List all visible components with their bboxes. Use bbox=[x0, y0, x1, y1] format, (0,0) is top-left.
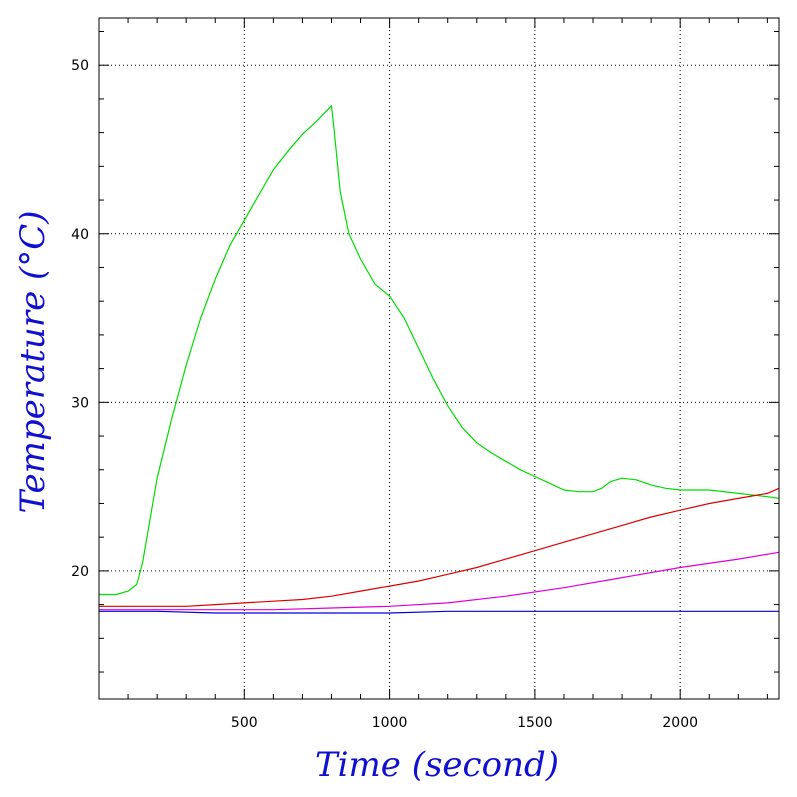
series-line-4 bbox=[99, 610, 779, 614]
grid-lines bbox=[99, 18, 779, 699]
y-tick-label: 40 bbox=[71, 227, 89, 243]
x-tick-label: 1000 bbox=[372, 715, 408, 731]
x-axis-title: Time (second) bbox=[315, 745, 559, 785]
y-axis-title: Temperature (°C) bbox=[13, 210, 53, 513]
y-tick-label: 50 bbox=[71, 58, 89, 74]
series-line-3 bbox=[99, 551, 780, 611]
plot-frame bbox=[98, 17, 780, 700]
y-tick-label: 30 bbox=[71, 395, 89, 411]
series-line-2 bbox=[99, 487, 780, 607]
plot-border bbox=[98, 17, 780, 700]
axis-ticks bbox=[99, 18, 779, 699]
x-tick-label: 1500 bbox=[517, 715, 553, 731]
series-line-1 bbox=[99, 105, 780, 596]
y-tick-label: 20 bbox=[71, 564, 89, 580]
tick-labels: 500 1000 1500 2000 20 30 40 50 bbox=[71, 58, 698, 731]
x-tick-label: 500 bbox=[231, 715, 258, 731]
x-tick-label: 2000 bbox=[662, 715, 698, 731]
series-lines bbox=[99, 105, 780, 614]
